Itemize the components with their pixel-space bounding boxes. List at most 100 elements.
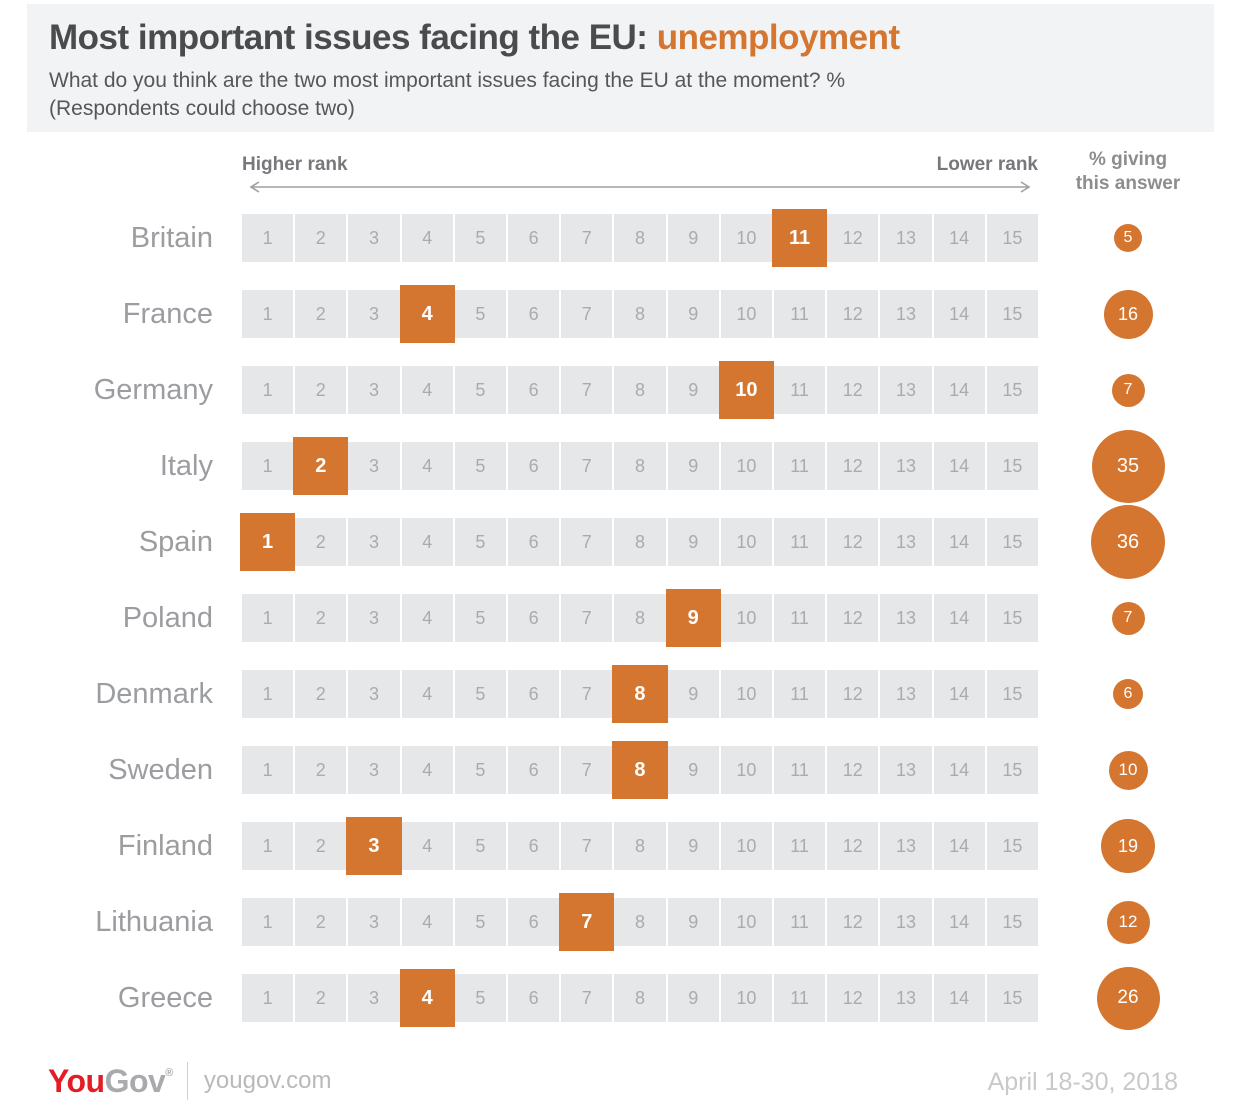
rank-cell: 13	[880, 290, 932, 338]
rank-cell: 9	[667, 442, 719, 490]
rank-cell: 2	[295, 518, 347, 566]
higher-rank-label: Higher rank	[242, 154, 348, 175]
rank-cell: 10	[720, 442, 772, 490]
rank-cell-number: 4	[422, 683, 433, 704]
rank-cell-number: 8	[634, 607, 645, 628]
rank-cell: 10	[720, 518, 772, 566]
rank-cell-number: 1	[262, 759, 273, 780]
rank-cell: 4	[401, 442, 453, 490]
rank-cell-number: 3	[368, 379, 379, 400]
rank-cell-number: 5	[475, 379, 486, 400]
rank-cell-number: 8	[634, 682, 646, 705]
rank-cell: 1	[242, 974, 294, 1022]
rank-cell: 14	[933, 670, 985, 718]
rank-cell-number: 15	[1002, 987, 1023, 1008]
country-label: Greece	[117, 982, 213, 1014]
footer-website-link[interactable]: yougov.com	[203, 1067, 332, 1094]
rank-cell: 12	[827, 442, 879, 490]
rank-cell-number: 1	[262, 455, 273, 476]
rank-cell-number: 13	[895, 607, 916, 628]
rank-cell: 4	[401, 898, 453, 946]
rank-cell-number: 13	[895, 227, 916, 248]
rank-cell-number: 7	[581, 455, 592, 476]
rank-cell: 5	[454, 822, 506, 870]
rank-cell-number: 15	[1002, 227, 1023, 248]
rank-cell: 8	[614, 366, 666, 414]
rank-axis-arrow-icon	[249, 181, 1031, 193]
country-row: Spain 1 2 3 4 5 6 7 8 9 10 11 12 13 14 15 36	[0, 505, 1233, 579]
rank-cell: 8	[614, 898, 666, 946]
rank-cell-number: 15	[1002, 911, 1023, 932]
rank-cell-number: 3	[368, 834, 380, 857]
rank-cell: 4	[401, 518, 453, 566]
rank-cell: 6	[508, 746, 560, 794]
rank-cell-number: 7	[581, 835, 592, 856]
rank-cell: 15	[986, 290, 1038, 338]
percent-bubble: 5	[1114, 224, 1142, 252]
rank-cell: 13	[880, 670, 932, 718]
rank-cell-number: 1	[262, 987, 273, 1008]
rank-cell: 7	[561, 594, 613, 642]
rank-cell: 10	[720, 746, 772, 794]
rank-cell-number: 1	[262, 683, 273, 704]
rank-cell: 2	[295, 366, 347, 414]
rank-cell-number: 6	[528, 759, 539, 780]
rank-cell-number: 7	[581, 987, 592, 1008]
rank-cell-number: 9	[688, 683, 699, 704]
country-row: Poland 1 2 3 4 5 6 7 8 9 10 11 12 13 14 15 7	[0, 589, 1233, 647]
rank-cell: 3	[348, 366, 400, 414]
rank-rows: Britain 1 2 3 4 5 6 7 8 9 10 11 12 13 14 15 5 France 1 2 3 4 5…	[0, 209, 1233, 1050]
rank-cell: 9	[667, 746, 719, 794]
lower-rank-label: Lower rank	[936, 154, 1038, 175]
rank-cell: 11	[774, 670, 826, 718]
rank-cell-number: 12	[842, 759, 863, 780]
rank-cell-number: 4	[422, 379, 433, 400]
rank-cell: 4	[401, 214, 453, 262]
rank-cell-number: 4	[422, 455, 433, 476]
rank-cell: 13	[880, 366, 932, 414]
percent-column: 26	[1038, 966, 1218, 1030]
rank-cell: 6	[508, 214, 560, 262]
rank-cell-number: 2	[315, 379, 326, 400]
country-row: Sweden 1 2 3 4 5 6 7 8 9 10 11 12 13 14 15 10	[0, 741, 1233, 799]
rank-cell: 3	[348, 290, 400, 338]
rank-cell-number: 9	[687, 606, 699, 629]
rank-cell: 2	[295, 974, 347, 1022]
rank-cell: 4	[401, 746, 453, 794]
rank-cell-number: 6	[528, 455, 539, 476]
rank-cell: 1	[242, 290, 294, 338]
rank-cell-number: 9	[688, 911, 699, 932]
rank-cell-number: 1	[262, 227, 273, 248]
rank-cell: 10	[720, 974, 772, 1022]
rank-cell: 7	[561, 974, 613, 1022]
rank-cell-number: 3	[368, 759, 379, 780]
rank-cell: 3	[348, 746, 400, 794]
rank-cell-number: 15	[1002, 303, 1023, 324]
rank-cell-number: 13	[895, 683, 916, 704]
rank-cell: 11	[774, 898, 826, 946]
rank-cell: 6	[508, 442, 560, 490]
rank-cell-number: 11	[790, 607, 809, 628]
rank-cell: 8	[614, 290, 666, 338]
rank-cell-number: 4	[421, 986, 433, 1009]
rank-cell-number: 11	[790, 303, 809, 324]
rank-cell: 7	[561, 518, 613, 566]
country-label: Italy	[159, 450, 213, 482]
rank-cell-number: 7	[581, 683, 592, 704]
rank-cell: 1	[242, 898, 294, 946]
value-header-line-2: this answer	[1075, 173, 1181, 194]
country-label: Finland	[117, 830, 213, 862]
rank-cell-number: 13	[895, 835, 916, 856]
rank-cell: 1	[242, 746, 294, 794]
rank-cell-number: 14	[949, 531, 970, 552]
percent-column: 16	[1038, 289, 1218, 339]
rank-cell: 7	[561, 822, 613, 870]
percent-column: 5	[1038, 214, 1218, 262]
rank-cell-highlighted: 10	[718, 361, 775, 419]
rank-cell-number: 15	[1002, 455, 1023, 476]
rank-cell-number: 14	[949, 303, 970, 324]
rank-cell-number: 10	[736, 911, 757, 932]
rank-cell: 15	[986, 518, 1038, 566]
rank-cell-highlighted: 7	[559, 893, 615, 951]
rank-cell-number: 12	[842, 911, 863, 932]
